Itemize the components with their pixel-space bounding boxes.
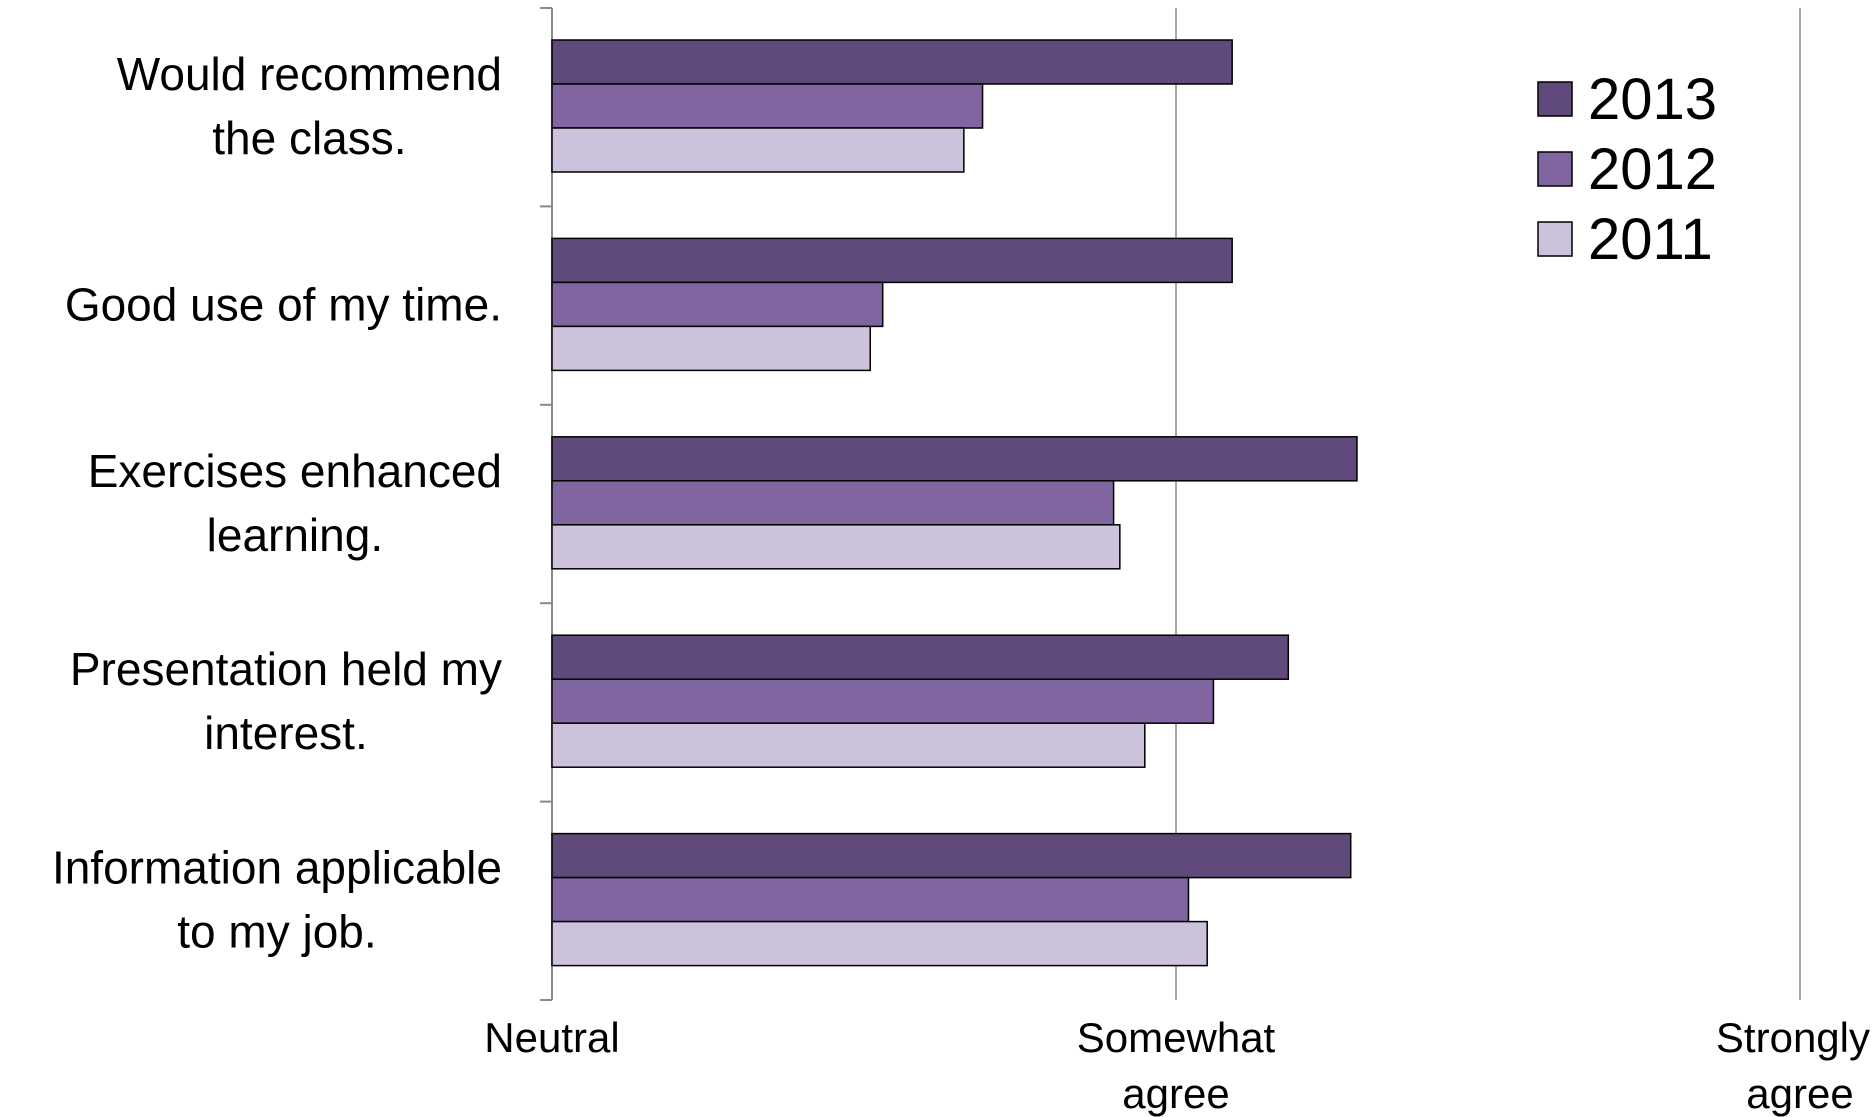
- category-label-2-line-1: learning.: [207, 509, 383, 561]
- bar-2013-cat-2: [551, 436, 1358, 482]
- bar-2011-cat-3: [551, 722, 1146, 768]
- x-tick-label-1-line-1: agree: [1122, 1070, 1229, 1117]
- x-tick-label-2-line-1: agree: [1746, 1070, 1853, 1117]
- category-label-3-line-1: interest.: [204, 707, 368, 759]
- category-label-4-line-0: Information applicable: [52, 842, 502, 894]
- legend-swatch-2013: [1537, 81, 1573, 117]
- legend-swatch-2012: [1537, 151, 1573, 187]
- bar-2012-cat-2: [551, 480, 1115, 526]
- bar-2011-cat-0: [551, 127, 965, 173]
- bar-2013-cat-1: [551, 237, 1233, 284]
- bar-2013-cat-4: [551, 832, 1352, 879]
- bar-2011-cat-2: [551, 524, 1121, 570]
- category-label-3-line-0: Presentation held my: [70, 643, 502, 695]
- legend-label-2011: 2011: [1588, 207, 1713, 272]
- legend-swatch-2011: [1537, 221, 1573, 257]
- bar-2011-cat-1: [551, 325, 871, 372]
- legend-label-2013: 2013: [1588, 67, 1717, 132]
- x-tick-label-0-line-0: Neutral: [484, 1014, 619, 1061]
- legend-label-2012: 2012: [1588, 137, 1717, 202]
- category-label-0-line-1: the class.: [212, 112, 406, 164]
- bar-2012-cat-1: [551, 281, 884, 328]
- x-tick-label-1-line-0: Somewhat: [1077, 1014, 1276, 1061]
- category-label-2-line-0: Exercises enhanced: [88, 445, 502, 497]
- bar-2013-cat-0: [551, 39, 1233, 85]
- bar-2012-cat-0: [551, 83, 984, 129]
- category-label-1-line-0: Good use of my time.: [65, 278, 502, 330]
- bar-2012-cat-4: [551, 876, 1190, 923]
- bar-2011-cat-4: [551, 920, 1208, 967]
- bar-2012-cat-3: [551, 678, 1215, 724]
- category-label-0-line-0: Would recommend: [117, 48, 502, 100]
- x-tick-label-2-line-0: Strongly: [1716, 1014, 1870, 1061]
- bar-2013-cat-3: [551, 634, 1290, 680]
- category-label-4-line-1: to my job.: [177, 906, 376, 958]
